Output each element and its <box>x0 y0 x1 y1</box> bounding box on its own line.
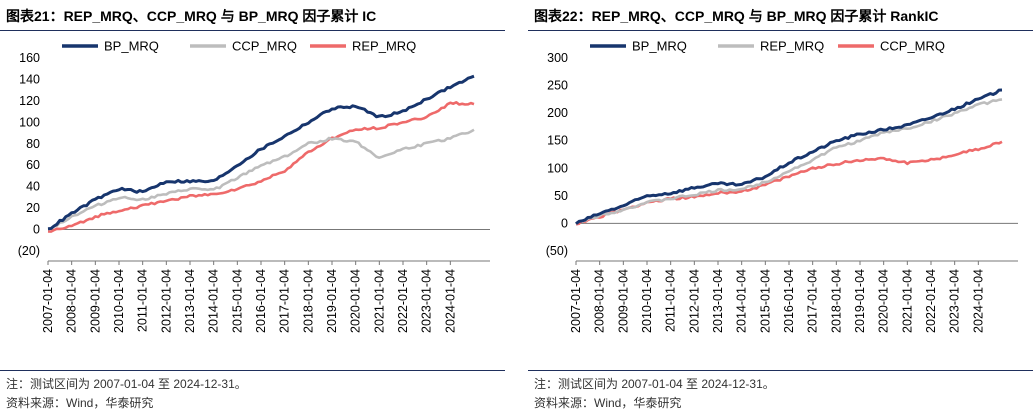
chart-panel-ic: 图表21：REP_MRQ、CCP_MRQ 与 BP_MRQ 因子累计 IC (2… <box>0 0 505 414</box>
x-tick-label: 2019-01-04 <box>325 269 339 333</box>
x-tick-label: 2024-01-04 <box>443 269 457 333</box>
chart-source: 资料来源：Wind，华泰研究 <box>6 396 154 410</box>
legend-label: REP_MRQ <box>352 39 416 54</box>
x-tick-label: 2015-01-04 <box>230 269 244 333</box>
chart-note: 注：测试区间为 2007-01-04 至 2024-12-31。 <box>6 377 247 391</box>
x-tick-label: 2012-01-04 <box>687 269 701 333</box>
x-tick-label: 2016-01-04 <box>254 269 268 333</box>
chart-source: 资料来源：Wind，华泰研究 <box>534 396 682 410</box>
series-line-ccp-mrq <box>575 140 1003 226</box>
x-tick-label: 2020-01-04 <box>877 269 891 333</box>
x-tick-label: 2010-01-04 <box>112 269 126 333</box>
x-tick-label: 2008-01-04 <box>65 269 79 333</box>
x-tick-label: 2009-01-04 <box>88 269 102 333</box>
cumulative-ic-chart: (20) 0 20 40 60 80 100 120 140 160 2007-01-04 2008-… <box>18 39 490 333</box>
x-tick-label: 2011-01-04 <box>136 269 150 332</box>
x-tick-label: 2014-01-04 <box>207 269 221 333</box>
y-tick-label: 150 <box>547 134 568 148</box>
y-tick-label: 0 <box>561 216 568 230</box>
series-line-bp-mrq <box>47 74 475 231</box>
x-tick-label: 2021-01-04 <box>900 269 914 333</box>
y-tick-label: 160 <box>19 51 40 65</box>
x-tick-label: 2013-01-04 <box>183 269 197 333</box>
y-tick-label: 20 <box>26 201 40 215</box>
cumulative-rankic-chart: (50) 0 50 100 150 200 250 300 2007-01-04 2008-01-… <box>546 39 1018 333</box>
title-divider <box>528 30 1033 31</box>
y-tick-label: 40 <box>26 180 40 194</box>
y-tick-label: 250 <box>547 79 568 93</box>
legend-label: CCP_MRQ <box>232 39 297 54</box>
y-tick-label: (20) <box>18 244 40 258</box>
legend-label: BP_MRQ <box>104 39 159 54</box>
x-tick-label: 2023-01-04 <box>948 269 962 333</box>
y-tick-label: 0 <box>33 223 40 237</box>
x-tick-label: 2021-01-04 <box>372 269 386 333</box>
y-tick-label: 80 <box>26 137 40 151</box>
y-tick-label: 100 <box>19 115 40 129</box>
x-tick-label: 2009-01-04 <box>616 269 630 333</box>
legend-label: BP_MRQ <box>632 39 687 54</box>
x-tick-label: 2018-01-04 <box>829 269 843 333</box>
chart-panel-rankic: 图表22：REP_MRQ、CCP_MRQ 与 BP_MRQ 因子累计 RankI… <box>528 0 1033 414</box>
x-tick-label: 2011-01-04 <box>664 269 678 332</box>
bottom-divider <box>0 370 505 371</box>
series-line-ccp-mrq <box>47 128 475 231</box>
x-tick-label: 2023-01-04 <box>420 269 434 333</box>
x-tick-label: 2017-01-04 <box>278 269 292 333</box>
x-tick-label: 2020-01-04 <box>349 269 363 333</box>
x-tick-label: 2008-01-04 <box>593 269 607 333</box>
x-tick-label: 2007-01-04 <box>41 269 55 333</box>
y-tick-label: 100 <box>547 161 568 175</box>
y-tick-label: 300 <box>547 51 568 65</box>
chart-note: 注：测试区间为 2007-01-04 至 2024-12-31。 <box>534 377 775 391</box>
legend-label: CCP_MRQ <box>880 39 945 54</box>
x-tick-label: 2013-01-04 <box>711 269 725 333</box>
series-line-bp-mrq <box>575 88 1003 225</box>
title-divider <box>0 30 505 31</box>
y-tick-label: (50) <box>546 244 568 258</box>
x-tick-label: 2016-01-04 <box>782 269 796 333</box>
x-tick-label: 2007-01-04 <box>569 269 583 333</box>
legend-label: REP_MRQ <box>760 39 824 54</box>
x-tick-label: 2019-01-04 <box>853 269 867 333</box>
x-tick-label: 2018-01-04 <box>301 269 315 333</box>
series-line-rep-mrq <box>575 98 1003 225</box>
chart-title: 图表22：REP_MRQ、CCP_MRQ 与 BP_MRQ 因子累计 RankI… <box>534 8 939 24</box>
x-tick-label: 2015-01-04 <box>758 269 772 333</box>
x-tick-label: 2017-01-04 <box>806 269 820 333</box>
x-tick-label: 2022-01-04 <box>924 269 938 333</box>
x-tick-label: 2022-01-04 <box>396 269 410 333</box>
bottom-divider <box>528 370 1033 371</box>
chart-title: 图表21：REP_MRQ、CCP_MRQ 与 BP_MRQ 因子累计 IC <box>6 8 377 24</box>
x-tick-label: 2010-01-04 <box>640 269 654 333</box>
y-tick-label: 60 <box>26 158 40 172</box>
y-tick-label: 120 <box>19 94 40 108</box>
y-tick-label: 50 <box>554 189 568 203</box>
x-tick-label: 2012-01-04 <box>159 269 173 333</box>
x-tick-label: 2024-01-04 <box>971 269 985 333</box>
series-line-rep-mrq <box>47 101 475 233</box>
y-tick-label: 140 <box>19 72 40 86</box>
y-tick-label: 200 <box>547 106 568 120</box>
x-tick-label: 2014-01-04 <box>735 269 749 333</box>
